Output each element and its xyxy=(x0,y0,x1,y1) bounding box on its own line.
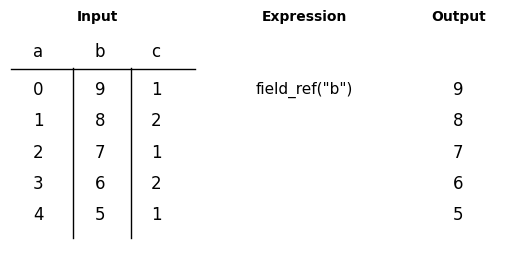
Text: 2: 2 xyxy=(151,175,161,193)
Text: 0: 0 xyxy=(33,81,44,99)
Text: 9: 9 xyxy=(453,81,463,99)
Text: 7: 7 xyxy=(453,144,463,162)
Text: 9: 9 xyxy=(95,81,105,99)
Text: Input: Input xyxy=(77,10,118,24)
Text: 1: 1 xyxy=(151,206,161,224)
Text: 2: 2 xyxy=(151,112,161,130)
Text: 6: 6 xyxy=(95,175,105,193)
Text: Expression: Expression xyxy=(262,10,347,24)
Text: Output: Output xyxy=(431,10,485,24)
Text: 5: 5 xyxy=(95,206,105,224)
Text: 4: 4 xyxy=(33,206,44,224)
Text: c: c xyxy=(152,43,161,61)
Text: 2: 2 xyxy=(33,144,44,162)
Text: 1: 1 xyxy=(33,112,44,130)
Text: 3: 3 xyxy=(33,175,44,193)
Text: a: a xyxy=(33,43,44,61)
Text: 5: 5 xyxy=(453,206,463,224)
Text: 1: 1 xyxy=(151,81,161,99)
Text: 7: 7 xyxy=(95,144,105,162)
Text: 8: 8 xyxy=(95,112,105,130)
Text: 1: 1 xyxy=(151,144,161,162)
Text: b: b xyxy=(95,43,105,61)
Text: 6: 6 xyxy=(453,175,463,193)
Text: field_ref("b"): field_ref("b") xyxy=(256,82,353,98)
Text: 8: 8 xyxy=(453,112,463,130)
